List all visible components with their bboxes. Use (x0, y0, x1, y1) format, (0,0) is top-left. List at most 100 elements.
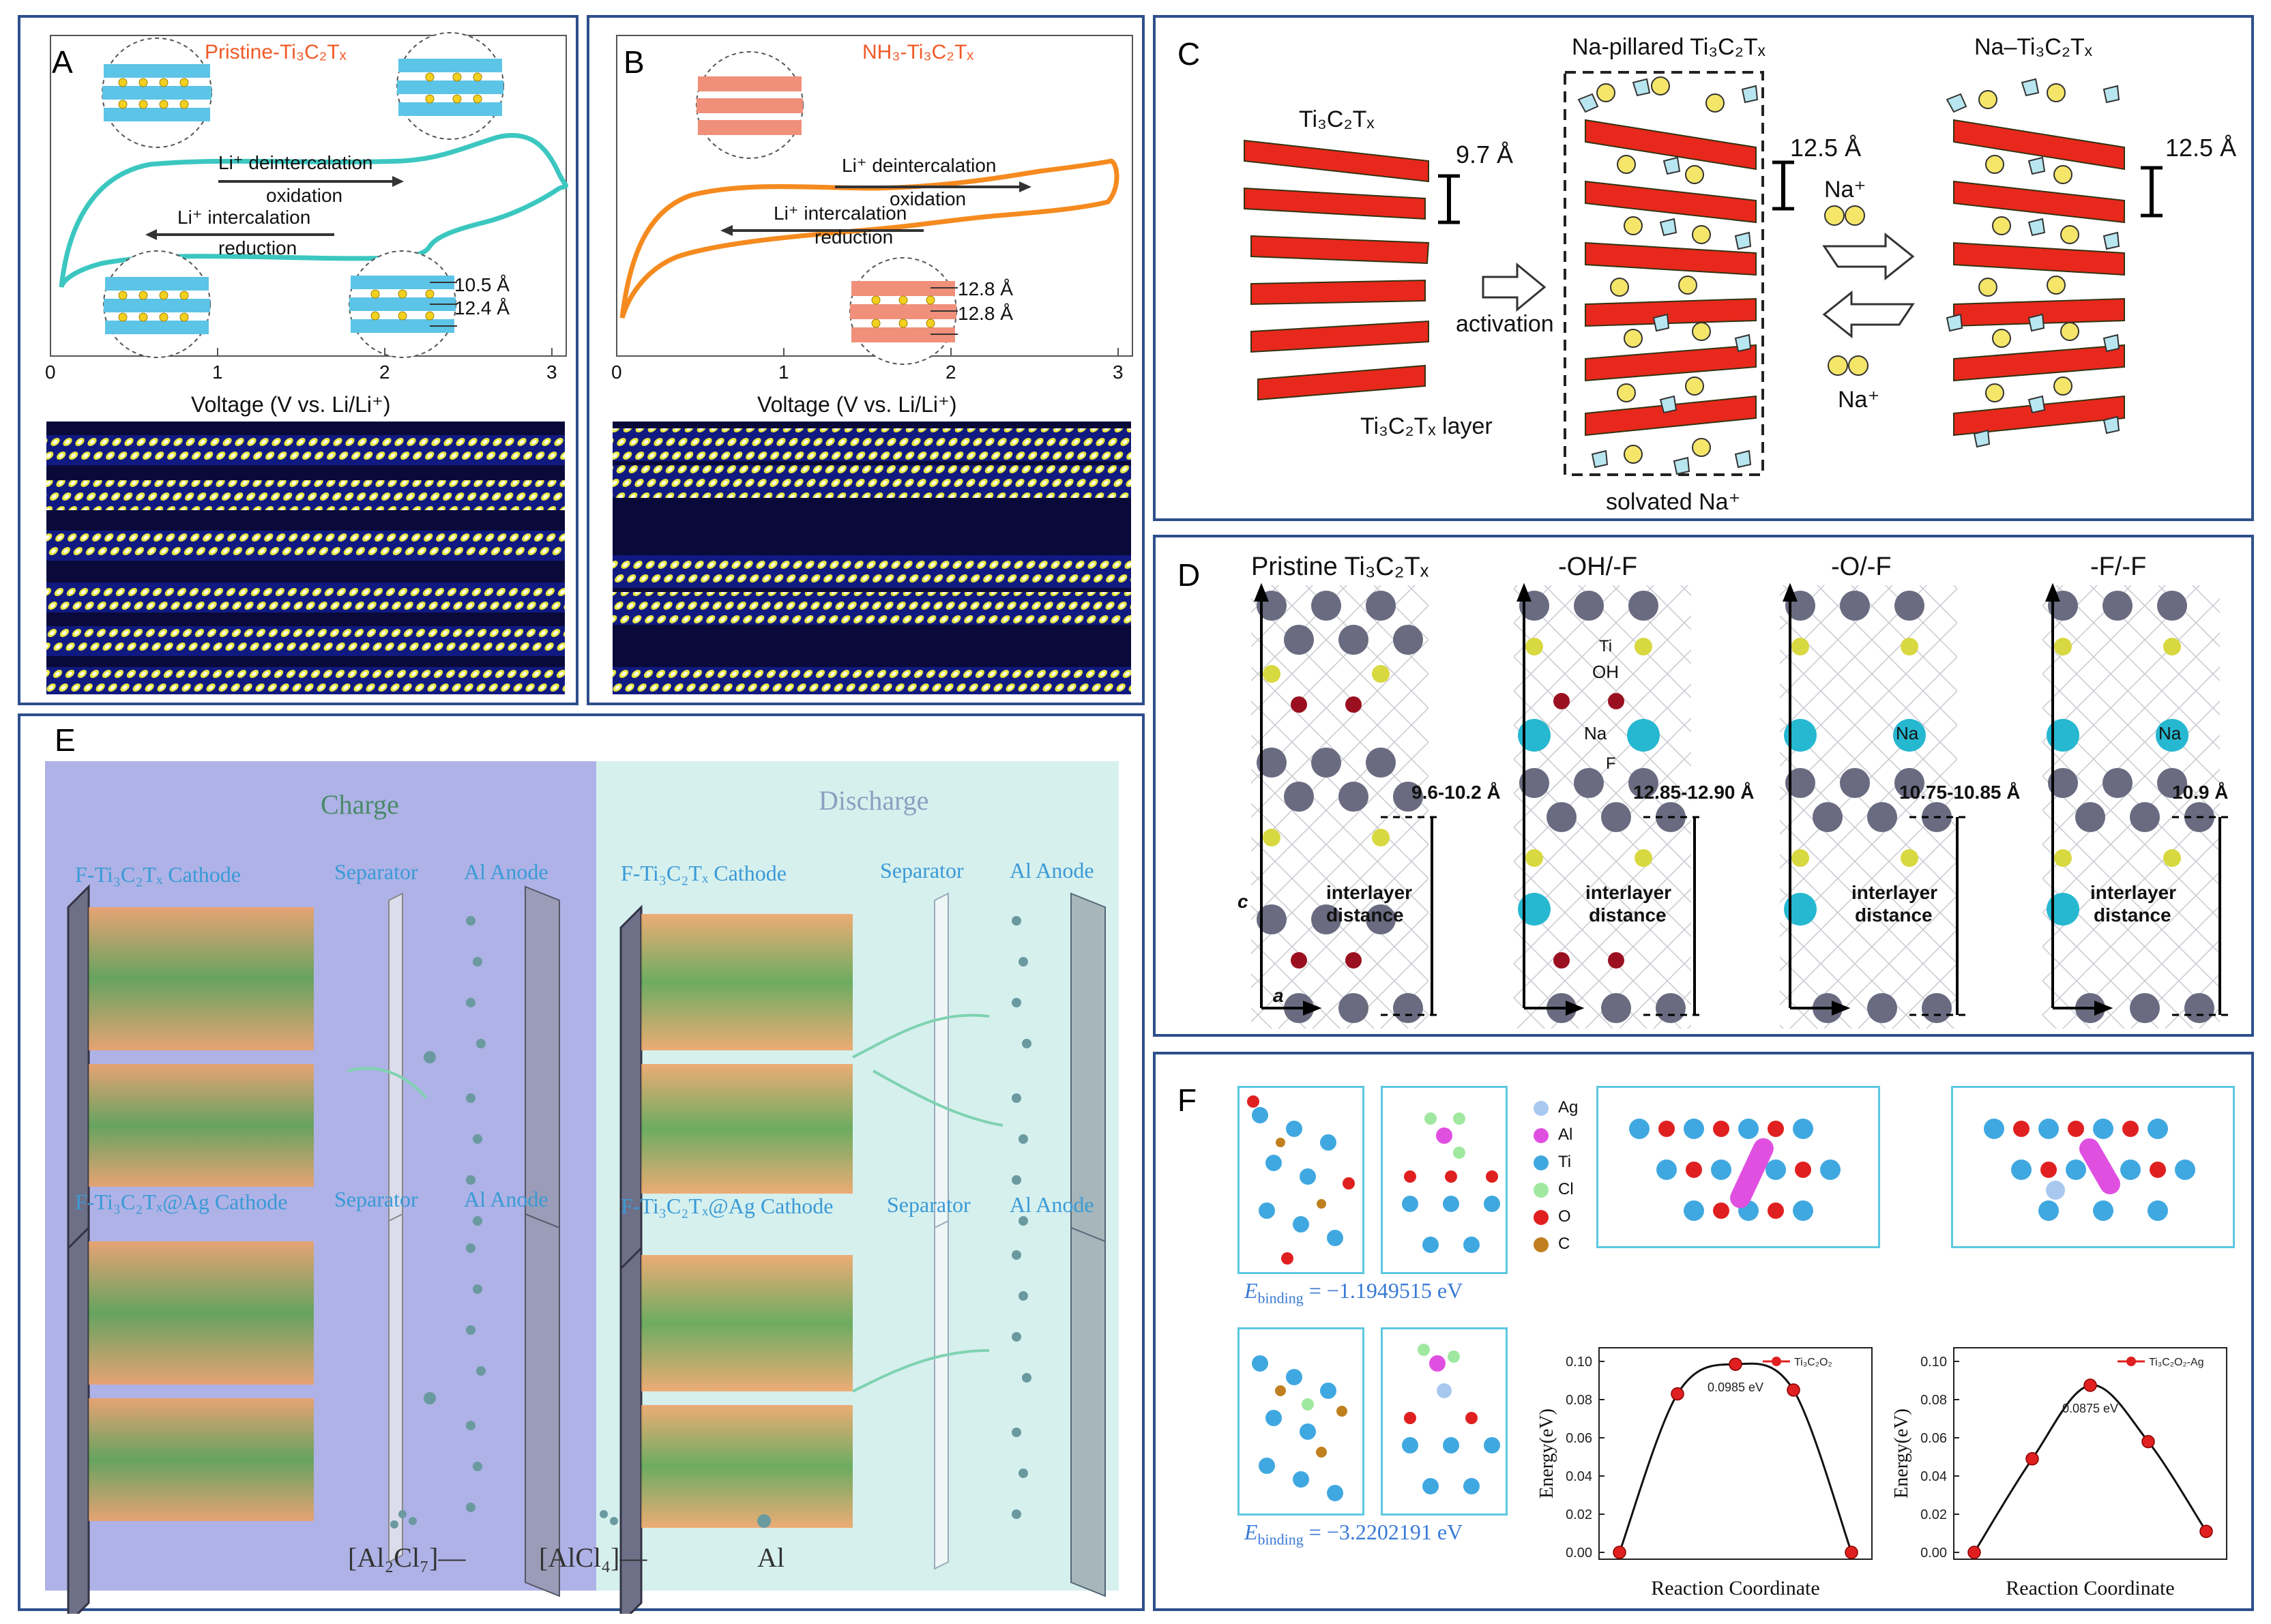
spacing-label-1: 12.8 Å (958, 278, 1013, 299)
reduction-label: reduction (815, 226, 894, 248)
y-tick-label: 0.04 (1566, 1469, 1592, 1484)
legend-item-al: Al (1534, 1124, 1595, 1151)
panel-label: C (1177, 36, 1201, 72)
panel-label: D (1177, 557, 1201, 593)
data-point (2199, 1524, 2213, 1538)
x-tick-1: 1 (212, 361, 223, 383)
structure-box-2 (1381, 1086, 1508, 1274)
legend-label: Ti₃C₂O₂-Ag (2149, 1357, 2204, 1368)
legend-marker (2126, 1357, 2136, 1366)
interlayer-label-2: interlayer (1585, 882, 1672, 903)
intercalation-label: Li⁺ intercalation (774, 203, 907, 224)
x-axis-label: Reaction Coordinate (2006, 1577, 2174, 1599)
charge-title: Charge (321, 789, 399, 820)
y-tick-label: 0.02 (1920, 1507, 1947, 1522)
distance-word-4: distance (2094, 904, 2171, 926)
panel-label: A (52, 44, 73, 80)
cl-swatch-icon (1534, 1183, 1549, 1198)
structure-box-4 (1951, 1086, 2235, 1248)
binding-subscript: binding (1257, 1531, 1304, 1548)
column-title-3: -O/-F (1831, 552, 1892, 581)
spacing-label-2: 12.8 Å (958, 303, 1013, 324)
x-axis-label: Reaction Coordinate (1651, 1577, 1819, 1599)
y-tick-label: 0.00 (1920, 1546, 1947, 1561)
binding-symbol: E (1244, 1520, 1258, 1544)
activation-label: activation (1456, 311, 1554, 337)
reduction-label: reduction (218, 237, 297, 259)
distance-word-1: distance (1326, 904, 1404, 926)
legend-label: C (1558, 1235, 1570, 1253)
na-ion-label-top: Na⁺ (1824, 177, 1866, 203)
y-tick-label: 0.06 (1920, 1431, 1947, 1446)
plot-title: NH₃-Ti₃C₂Tₓ (862, 41, 974, 63)
panel-b: B NH₃-Ti₃C₂Tₓ Li⁺ dei (587, 15, 1145, 705)
legend-label: Ti (1558, 1153, 1572, 1171)
dft-structures (1251, 582, 2230, 1029)
a-axis-label: a (1273, 985, 1284, 1006)
x-tick-2: 2 (946, 361, 956, 383)
legend-label: Ti₃C₂O₂ (1794, 1357, 1832, 1368)
column-title-2: -OH/-F (1558, 552, 1638, 581)
binding-value: = −3.2202191 eV (1303, 1520, 1463, 1544)
ti-swatch-icon (1534, 1155, 1549, 1170)
binding-value: = −1.1949515 eV (1303, 1278, 1463, 1303)
data-point (1967, 1546, 1981, 1559)
y-tick-label: 0.08 (1920, 1393, 1947, 1408)
cathode-label-1: F-Ti₃C₂Tₓ Cathode (75, 862, 241, 887)
panel-e: E (18, 713, 1145, 1614)
distance-label-3: 10.75-10.85 Å (1899, 782, 2021, 803)
y-tick-label: 0.04 (1920, 1469, 1947, 1484)
column-title-1: Pristine Ti₃C₂Tₓ (1251, 552, 1429, 581)
energy-chart-2: 0.00 0.02 0.04 0.06 0.08 0.10 Ti₃C₂O₂-Ag 0.0875… (1892, 1347, 2227, 1599)
legend-item-ag: Ag (1534, 1097, 1595, 1124)
na-ion-label-bottom: Na⁺ (1838, 387, 1880, 413)
x-axis-label: Voltage (V vs. Li/Li⁺) (757, 392, 957, 417)
plot-title: Pristine-Ti₃C₂Tₓ (205, 41, 347, 63)
y-axis-label: Energy(eV) (1892, 1408, 1912, 1498)
data-point (2083, 1378, 2097, 1392)
cv-plot-a (50, 32, 568, 358)
legend-al2cl7: [Al₂Cl₇]— (348, 1542, 466, 1573)
na-pillared-label: Na-pillared Ti₃C₂Tₓ (1572, 34, 1765, 60)
na-ti3c2tx-label: Na–Ti₃C₂Tₓ (1974, 34, 2092, 60)
structure-box-5 (1237, 1327, 1364, 1516)
intercalation-label: Li⁺ intercalation (177, 207, 311, 228)
na-label-3: Na (1896, 723, 1919, 743)
data-point (2141, 1434, 2155, 1449)
anode-label-4: Al Anode (1010, 1192, 1094, 1217)
anode-label-3: Al Anode (464, 1187, 548, 1211)
structure-box-1 (1237, 1086, 1364, 1274)
battery-schematic (67, 884, 1106, 1614)
na-label-2: Na (1584, 723, 1607, 743)
ti3c2tx-label: Ti₃C₂Tₓ (1299, 106, 1375, 132)
solvated-label: solvated Na⁺ (1606, 489, 1741, 515)
separator-label-4: Separator (887, 1192, 971, 1217)
legend-label: Al (1558, 1125, 1573, 1144)
panel-a: A (18, 15, 578, 705)
y-tick-label: 0.10 (1566, 1355, 1592, 1370)
y-tick-label: 0.10 (1920, 1355, 1947, 1370)
layer-schematic-icon (102, 32, 504, 358)
binding-subscript: binding (1257, 1289, 1304, 1307)
ti-label-2: Ti (1599, 637, 1613, 655)
na-pillaring-diagram (1244, 71, 2163, 476)
f-label-2: F (1606, 754, 1616, 773)
panel-d: D (1153, 535, 2254, 1037)
anode-label-1: Al Anode (464, 859, 548, 884)
legend-label: Ag (1558, 1098, 1579, 1117)
panel-c: C (1153, 15, 2254, 521)
element-legend: Ag Al Ti Cl O C (1534, 1097, 1595, 1267)
cathode-label-3: F-Ti₃C₂Tₓ@Ag Cathode (75, 1190, 288, 1214)
distance-label-2: 12.85-12.90 Å (1633, 782, 1755, 803)
structure-box-3 (1596, 1086, 1880, 1248)
c-swatch-icon (1534, 1237, 1549, 1252)
data-point (1729, 1357, 1742, 1371)
x-tick-3: 3 (1113, 361, 1124, 383)
legend-label: Cl (1558, 1180, 1574, 1198)
o-swatch-icon (1534, 1210, 1549, 1225)
oxidation-label: oxidation (890, 188, 967, 209)
oxidation-label: oxidation (266, 185, 343, 206)
y-tick-label: 0.06 (1566, 1431, 1592, 1446)
y-tick-label: 0.00 (1566, 1546, 1592, 1561)
al-swatch-icon (1534, 1128, 1549, 1143)
